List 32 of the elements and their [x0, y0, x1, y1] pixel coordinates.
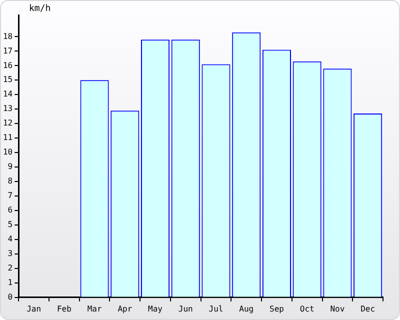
y-tick-label: 13	[2, 104, 13, 114]
x-tick-label: Dec	[360, 304, 376, 314]
x-tick-label: Apr	[118, 304, 132, 314]
y-tick-label: 2	[8, 264, 13, 273]
y-tick-label: 10	[2, 148, 13, 157]
x-tick-label: Feb	[56, 304, 72, 314]
x-tick-label: May	[148, 304, 163, 314]
y-tick-label: 5	[8, 220, 13, 230]
x-tick-label: Nov	[330, 304, 345, 314]
y-tick-label: 12	[2, 118, 13, 128]
x-tick-label: Jul	[208, 304, 224, 314]
y-tick-label: 0	[8, 292, 13, 302]
y-tick-label: 1	[8, 278, 13, 287]
y-tick-label: 17	[2, 46, 13, 56]
x-tick-label: Jan	[26, 304, 42, 314]
y-tick-label: 9	[8, 162, 13, 172]
y-tick-label: 6	[8, 206, 13, 215]
y-tick-label: 3	[8, 249, 13, 258]
y-tick-label: 7	[8, 191, 13, 200]
y-tick-label: 15	[2, 75, 13, 84]
y-tick-label: 11	[2, 133, 13, 142]
y-tick-label: 8	[8, 176, 13, 186]
y-tick-label: 4	[8, 234, 13, 244]
x-tick-label: Mar	[87, 304, 102, 314]
y-tick-label: 14	[2, 90, 13, 99]
x-tick-label: Oct	[300, 304, 314, 314]
x-tick-label: Sep	[270, 304, 284, 314]
y-tick-label: 16	[2, 60, 13, 70]
y-tick-label: 18	[2, 32, 13, 41]
x-tick-label: Jun	[178, 304, 194, 314]
y-axis-title: km/h	[29, 4, 51, 14]
x-tick-label: Aug	[239, 304, 254, 314]
